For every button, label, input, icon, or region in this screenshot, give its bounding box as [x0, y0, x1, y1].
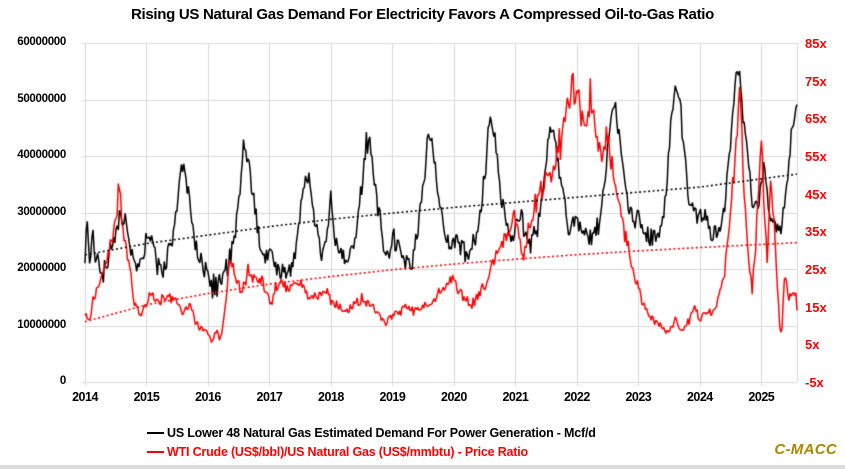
y-axis-right-label: 85x: [805, 36, 827, 51]
y-axis-right-label: 45x: [805, 186, 827, 202]
y-axis-right-label: 35x: [805, 224, 827, 240]
y-axis-left-label: 10000000: [17, 318, 66, 331]
y-axis-left-label: 30000000: [17, 205, 66, 218]
y-axis-right-label: 25x: [805, 262, 827, 277]
x-axis-year-label: 2016: [195, 390, 221, 404]
x-axis-year-label: 2015: [133, 390, 160, 404]
y-axis-right-label: 15x: [805, 299, 827, 315]
x-axis-year-label: 2014: [72, 390, 98, 404]
x-axis-year-label: 2024: [686, 390, 713, 404]
legend-item-ratio: WTI Crude (US$/bbl)/US Natural Gas (US$/…: [147, 442, 596, 461]
x-axis-year-label: 2018: [318, 390, 344, 404]
y-axis-right-label: -5x: [805, 375, 824, 390]
legend-item-demand: US Lower 48 Natural Gas Estimated Demand…: [147, 423, 596, 442]
y-axis-left-label: 20000000: [17, 262, 66, 274]
x-axis-year-label: 2022: [563, 390, 590, 404]
y-axis-left-label: 50000000: [17, 92, 66, 105]
y-axis-right-label: 5x: [805, 337, 820, 353]
x-axis-year-label: 2021: [502, 390, 529, 404]
legend-label-ratio: WTI Crude (US$/bbl)/US Natural Gas (US$/…: [167, 444, 528, 459]
legend-label-demand: US Lower 48 Natural Gas Estimated Demand…: [167, 425, 596, 440]
x-axis-year-label: 2025: [748, 390, 775, 404]
y-axis-right-label: 65x: [805, 111, 827, 127]
y-axis-left-label: 60000000: [17, 36, 66, 48]
y-axis-right-label: 75x: [805, 73, 827, 89]
ratio-line-swatch-icon: [147, 450, 164, 453]
chart-title: Rising US Natural Gas Demand For Electri…: [130, 6, 715, 23]
legend: US Lower 48 Natural Gas Estimated Demand…: [147, 423, 596, 461]
cmacc-watermark: C-MACC: [774, 441, 837, 458]
window-bottom-edge: [0, 465, 845, 469]
y-axis-left-label: 40000000: [17, 149, 66, 161]
x-axis-year-label: 2020: [441, 390, 467, 404]
x-axis-year-label: 2017: [256, 390, 283, 404]
x-axis-year-label: 2019: [379, 390, 406, 404]
x-axis-year-label: 2023: [625, 390, 652, 404]
y-axis-right-label: 55x: [805, 149, 827, 164]
demand-line-swatch-icon: [147, 431, 164, 434]
y-axis-left-label: 0: [59, 375, 66, 387]
